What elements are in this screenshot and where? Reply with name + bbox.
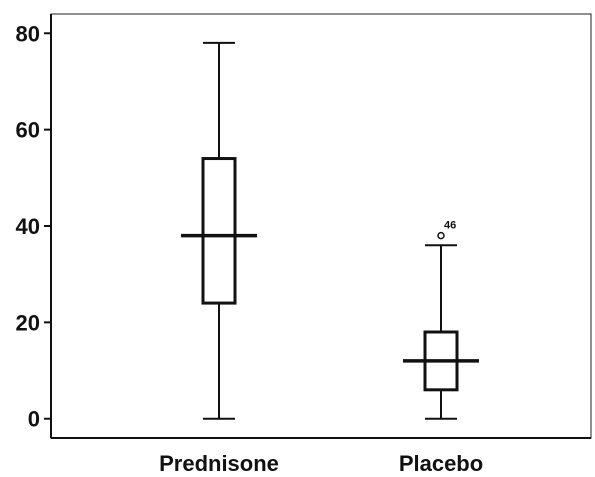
x-category-label: Placebo [399,451,483,476]
boxes-group: 46 [181,41,479,420]
y-tick-label: 60 [16,118,40,143]
box-placebo: 46 [403,220,479,420]
plot-frame [50,13,592,439]
box-prednisone [181,41,257,420]
outlier-point [437,231,445,240]
y-axis-ticks: 0 20 40 60 80 [16,21,51,432]
y-tick-label: 40 [16,214,40,239]
x-axis-labels: Prednisone Placebo [159,451,483,476]
y-tick-label: 20 [16,310,40,335]
outlier-label: 46 [444,220,456,232]
y-tick-label: 0 [28,407,40,432]
y-tick-label: 80 [16,21,40,46]
iqr-box [201,157,237,305]
x-category-label: Prednisone [159,451,279,476]
